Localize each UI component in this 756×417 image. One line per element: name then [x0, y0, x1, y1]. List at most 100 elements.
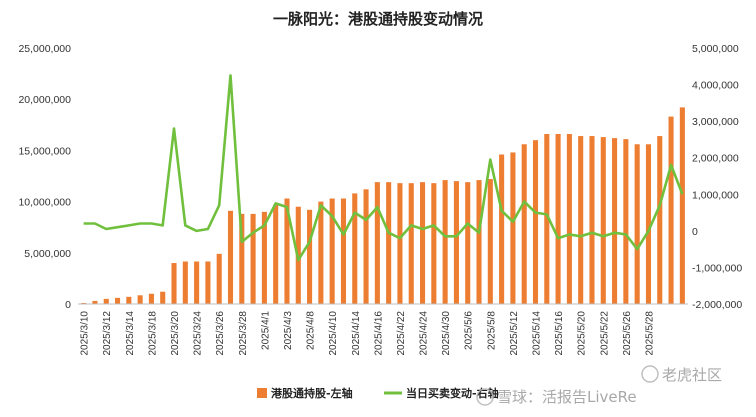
bar [465, 182, 471, 304]
x-tick-label: 2025/5/16 [554, 311, 565, 356]
x-tick-label: 2025/4/24 [419, 311, 430, 356]
watermark-snowball-icon [476, 388, 494, 406]
bar [340, 198, 347, 304]
y-right-tick-label: 2,000,000 [692, 153, 739, 165]
bar [487, 179, 493, 304]
bar [216, 253, 222, 304]
series-line [83, 74, 684, 262]
x-tick-label: 2025/3/12 [102, 311, 113, 356]
x-tick-label: 2025/5/28 [644, 311, 655, 356]
bar [284, 198, 290, 304]
watermark-tiger-icon [641, 365, 659, 383]
bar [668, 116, 674, 304]
bar [408, 183, 414, 304]
bar [171, 263, 177, 304]
chart-title: 一脉阳光：港股通持股变动情况 [273, 10, 483, 28]
y-left-tick-label: 25,000,000 [18, 43, 71, 55]
bar [578, 136, 584, 304]
bar [453, 181, 459, 304]
x-axis-ticks: 2025/3/10 2025/3/12 2025/3/14 2025/3/18 2025… [80, 311, 656, 356]
bar [419, 182, 426, 304]
x-tick-label: 2025/3/24 [193, 311, 204, 356]
y-right-tick-label: -1,000,000 [692, 262, 742, 274]
bar [273, 204, 279, 304]
bar [374, 182, 380, 304]
right-axis-ticks: -2,000,000 -1,000,000 0 1,000,000 2,000,000 3… [692, 43, 742, 311]
legend-swatch-bar [257, 388, 267, 398]
bar [566, 134, 572, 304]
bar [476, 180, 482, 304]
bar [510, 152, 516, 304]
bar [318, 201, 324, 304]
bar [307, 209, 313, 304]
x-tick-label: 2025/4/22 [396, 311, 407, 356]
x-tick-label: 2025/4/16 [373, 311, 384, 356]
x-tick-label: 2025/3/20 [170, 311, 181, 356]
x-tick-label: 2025/5/12 [509, 311, 520, 356]
y-right-tick-label: 4,000,000 [692, 80, 739, 92]
bar [239, 213, 245, 304]
y-right-tick-label: 5,000,000 [692, 43, 739, 55]
x-tick-label: 2025/4/3 [283, 311, 294, 350]
bar [532, 140, 539, 304]
bar [612, 138, 618, 304]
bar [126, 296, 132, 304]
left-axis-ticks: 0 5,000,000 10,000,000 15,000,000 20,000,000… [18, 43, 71, 311]
x-tick-label: 2025/3/18 [147, 311, 158, 356]
bar [657, 136, 663, 304]
x-tick-label: 2025/3/28 [238, 311, 249, 356]
x-tick-label: 2025/4/8 [306, 311, 317, 350]
bar [397, 183, 403, 304]
bar [148, 293, 154, 304]
bar [352, 193, 358, 304]
x-tick-label: 2025/5/6 [464, 311, 475, 350]
watermark-text-1: 雪球：活报告LiveRe [497, 388, 637, 406]
bar [261, 211, 267, 304]
bar [363, 189, 369, 304]
x-tick-label: 2025/4/30 [441, 311, 452, 356]
bar [194, 261, 200, 304]
y-left-tick-label: 5,000,000 [24, 248, 71, 260]
bar [442, 180, 448, 304]
bar [92, 300, 98, 304]
x-tick-label: 2025/5/20 [577, 311, 588, 356]
y-left-tick-label: 0 [65, 299, 71, 311]
y-right-tick-label: 1,000,000 [692, 189, 739, 201]
x-tick-label: 2025/3/14 [125, 311, 136, 356]
bar [544, 134, 550, 304]
bar [103, 298, 109, 304]
bar [227, 210, 234, 304]
y-left-tick-label: 15,000,000 [18, 145, 71, 157]
bar [386, 182, 392, 304]
bar [205, 261, 211, 304]
bar [137, 295, 143, 304]
y-right-tick-label: -2,000,000 [692, 299, 742, 311]
bar [634, 144, 640, 304]
x-tick-label: 2025/5/14 [532, 311, 543, 356]
bar [645, 144, 652, 304]
bar [114, 297, 121, 304]
line-series [83, 74, 684, 262]
y-right-tick-label: 3,000,000 [692, 116, 739, 128]
bars [81, 107, 685, 304]
watermark-text-2: 老虎社区 [662, 366, 722, 384]
x-tick-label: 2025/3/26 [215, 311, 226, 356]
legend-label-line: 当日买卖变动-右轴 [406, 386, 499, 400]
x-tick-label: 2025/4/1 [260, 311, 271, 350]
x-tick-label: 2025/4/14 [351, 311, 362, 356]
y-right-tick-label: 0 [692, 226, 698, 238]
bar [182, 261, 188, 304]
bar [589, 136, 595, 304]
bar [81, 302, 87, 304]
bar [329, 198, 335, 304]
watermark: 雪球：活报告LiveRe 老虎社区 [476, 365, 722, 406]
x-tick-label: 2025/5/26 [622, 311, 633, 356]
y-left-tick-label: 20,000,000 [18, 94, 71, 106]
bar [160, 291, 166, 304]
bar [555, 134, 561, 304]
bar [679, 107, 685, 304]
legend: 港股通持股-左轴 当日买卖变动-右轴 [257, 386, 499, 400]
bar [250, 213, 256, 304]
bar [623, 139, 629, 304]
